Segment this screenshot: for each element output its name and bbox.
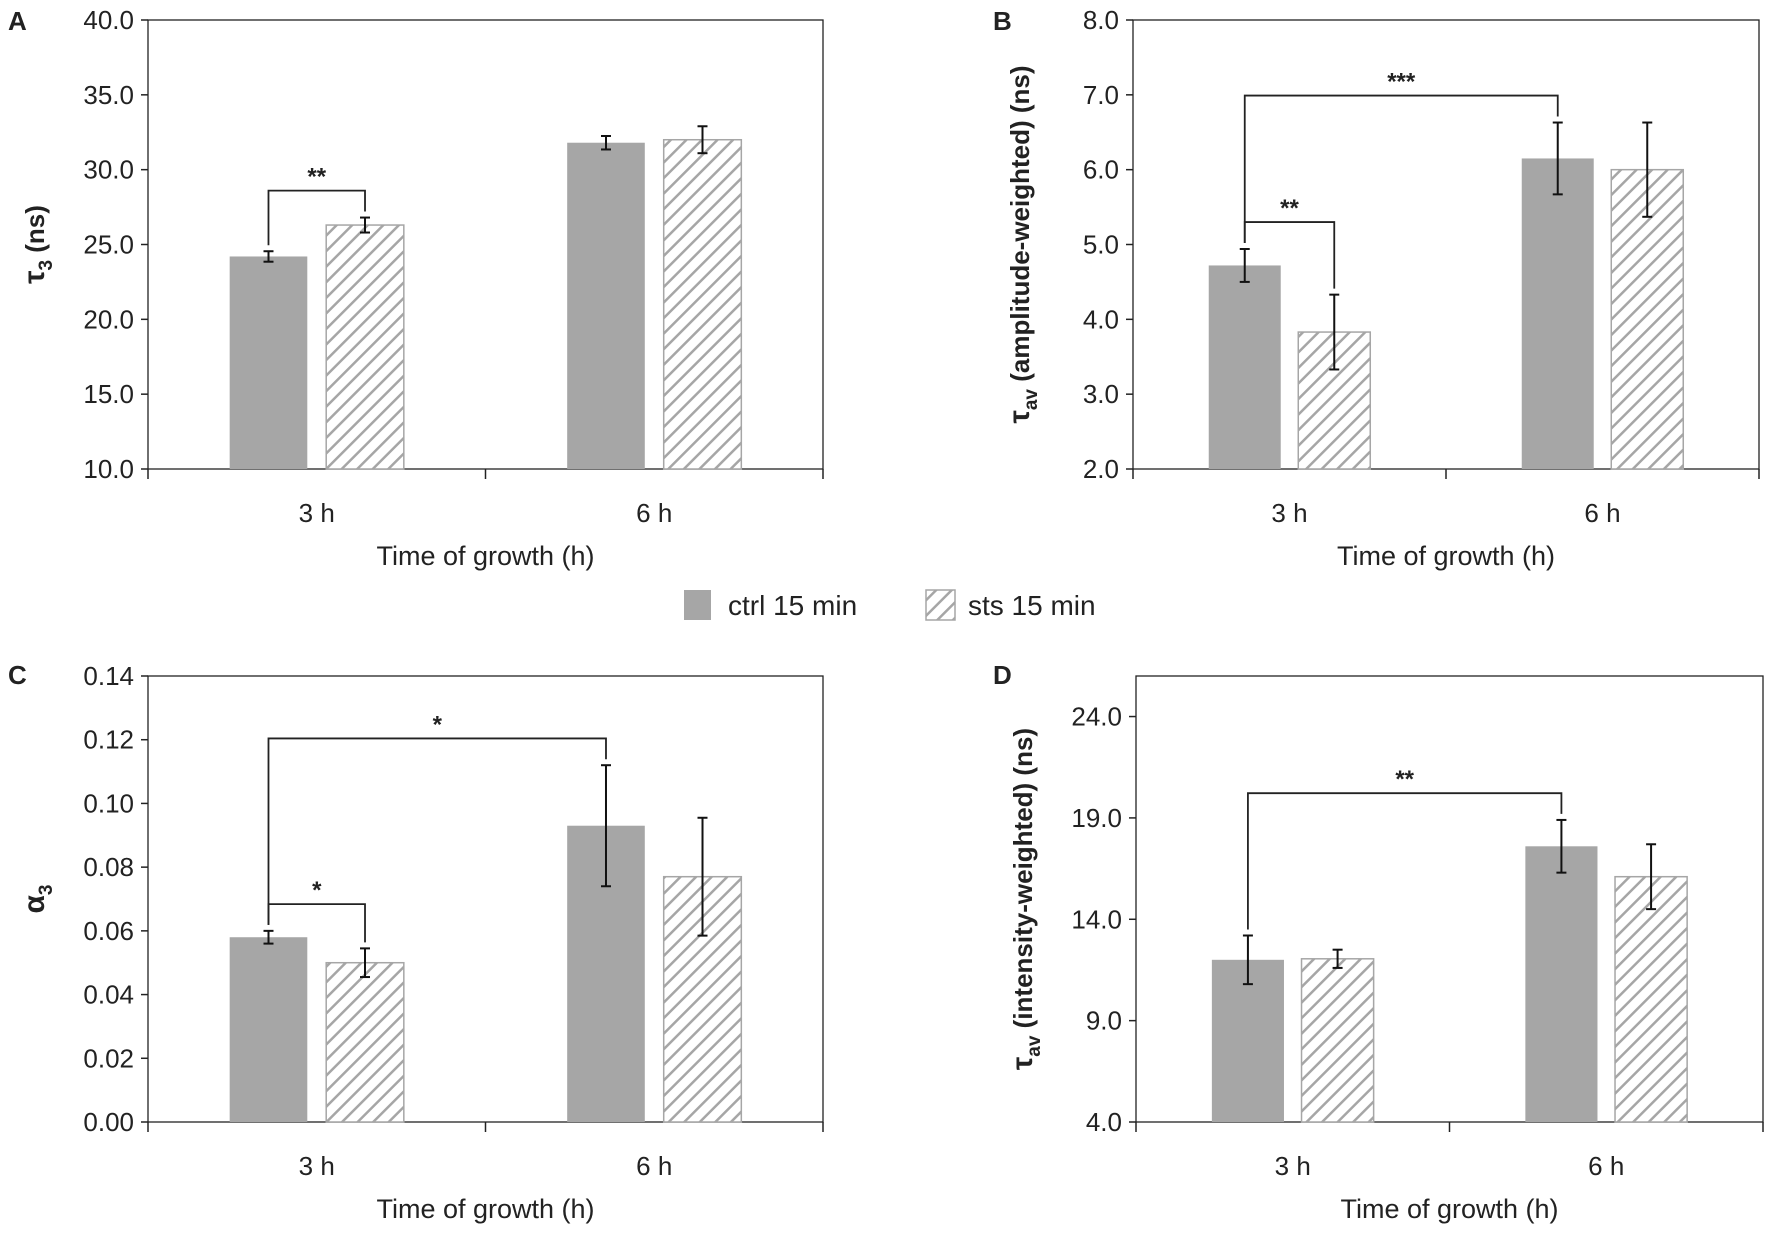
y-tick-label: 5.0 (1083, 230, 1119, 260)
y-tick-label: 9.0 (1086, 1006, 1122, 1036)
significance-bracket (1247, 792, 1563, 930)
y-tick-label: 14.0 (1071, 904, 1122, 934)
bar-ctrl-0 (229, 256, 308, 469)
panel-d: D 4.0 9.0 14.0 19.0 24.0 3 h 6 h Time of growth … (993, 660, 1764, 1224)
x-tick-label: 3 h (299, 1151, 335, 1181)
x-tick-label: 6 h (1584, 498, 1620, 528)
significance-label: * (433, 711, 443, 738)
y-axis-label: τav (intensity-weighted) (ns) (1006, 728, 1045, 1070)
y-axis-label: τav (amplitude-weighted) (ns) (1003, 65, 1042, 423)
y-tick-label: 15.0 (83, 379, 134, 409)
panel-a: A 10.0 15.0 20.0 25.0 30.0 35.0 40.0 3 h 6 h Time … (8, 5, 824, 571)
x-axis-label: Time of growth (h) (376, 541, 594, 571)
panel-label: B (993, 6, 1012, 36)
x-tick-label: 3 h (1271, 498, 1307, 528)
y-tick-label: 24.0 (1071, 702, 1122, 732)
significance-label: ** (1280, 195, 1299, 222)
legend-label-ctrl: ctrl 15 min (728, 590, 857, 621)
y-tick-label: 40.0 (83, 5, 134, 35)
y-tick-label: 4.0 (1086, 1107, 1122, 1137)
bar-sts-1 (1614, 875, 1688, 1123)
significance-label: *** (1387, 69, 1416, 96)
significance-label: ** (307, 164, 326, 191)
y-axis-label: τ3 (ns) (18, 205, 57, 284)
x-axis-label: Time of growth (h) (376, 1194, 594, 1224)
significance-bracket (267, 737, 607, 925)
bar-ctrl-0 (229, 937, 308, 1122)
y-tick-label: 19.0 (1071, 803, 1122, 833)
legend-label-sts: sts 15 min (968, 590, 1096, 621)
panel-label: D (993, 660, 1012, 690)
x-axis-label: Time of growth (h) (1340, 1194, 1558, 1224)
bar-sts-0 (325, 224, 405, 470)
bar-sts-0 (1300, 958, 1375, 1123)
y-tick-label: 0.00 (83, 1107, 134, 1137)
x-tick-label: 6 h (636, 1151, 672, 1181)
significance-bracket (267, 903, 366, 943)
significance-bracket (1243, 94, 1559, 243)
x-tick-label: 3 h (299, 498, 335, 528)
panel-label: A (8, 6, 27, 36)
x-tick-label: 6 h (1588, 1151, 1624, 1181)
bar-ctrl-0 (1208, 265, 1281, 469)
legend: ctrl 15 min sts 15 min (684, 589, 1096, 621)
y-tick-label: 10.0 (83, 454, 134, 484)
y-tick-label: 0.06 (83, 916, 134, 946)
bar-sts-1 (1610, 168, 1685, 470)
bar-ctrl-1 (1521, 158, 1594, 470)
panel-c: C 0.00 0.02 0.04 0.06 0.08 0.10 0.12 0.14 3 h 6 h T… (8, 660, 824, 1224)
y-tick-label: 0.04 (83, 980, 134, 1010)
legend-swatch-sts (925, 589, 956, 621)
significance-bracket (1243, 221, 1336, 289)
y-tick-label: 2.0 (1083, 454, 1119, 484)
x-axis-label: Time of growth (h) (1337, 541, 1555, 571)
y-tick-label: 35.0 (83, 80, 134, 110)
y-tick-label: 0.14 (83, 661, 134, 691)
y-tick-label: 4.0 (1083, 304, 1119, 334)
x-tick-label: 6 h (636, 498, 672, 528)
significance-label: * (312, 877, 322, 904)
bar-ctrl-1 (1525, 846, 1598, 1122)
significance-label: ** (1395, 766, 1414, 793)
y-tick-label: 30.0 (83, 155, 134, 185)
y-tick-label: 0.12 (83, 725, 134, 755)
y-tick-label: 8.0 (1083, 5, 1119, 35)
significance-bracket (267, 189, 366, 246)
bar-sts-1 (662, 138, 743, 470)
y-tick-label: 6.0 (1083, 155, 1119, 185)
x-tick-label: 3 h (1275, 1151, 1311, 1181)
y-tick-label: 0.10 (83, 788, 134, 818)
y-tick-label: 7.0 (1083, 80, 1119, 110)
y-tick-label: 20.0 (83, 304, 134, 334)
y-tick-label: 0.02 (83, 1043, 134, 1073)
y-tick-label: 25.0 (83, 230, 134, 260)
bar-ctrl-1 (567, 142, 645, 469)
y-tick-label: 0.08 (83, 852, 134, 882)
y-tick-label: 3.0 (1083, 379, 1119, 409)
legend-swatch-ctrl (684, 590, 711, 620)
bar-ctrl-0 (1211, 959, 1284, 1122)
panel-b: B 2.0 3.0 4.0 5.0 6.0 7.0 8.0 3 h 6 h Time of grow… (993, 5, 1760, 571)
panel-label: C (8, 660, 27, 690)
bar-sts-0 (325, 961, 405, 1123)
y-axis-label: α3 (18, 884, 57, 913)
